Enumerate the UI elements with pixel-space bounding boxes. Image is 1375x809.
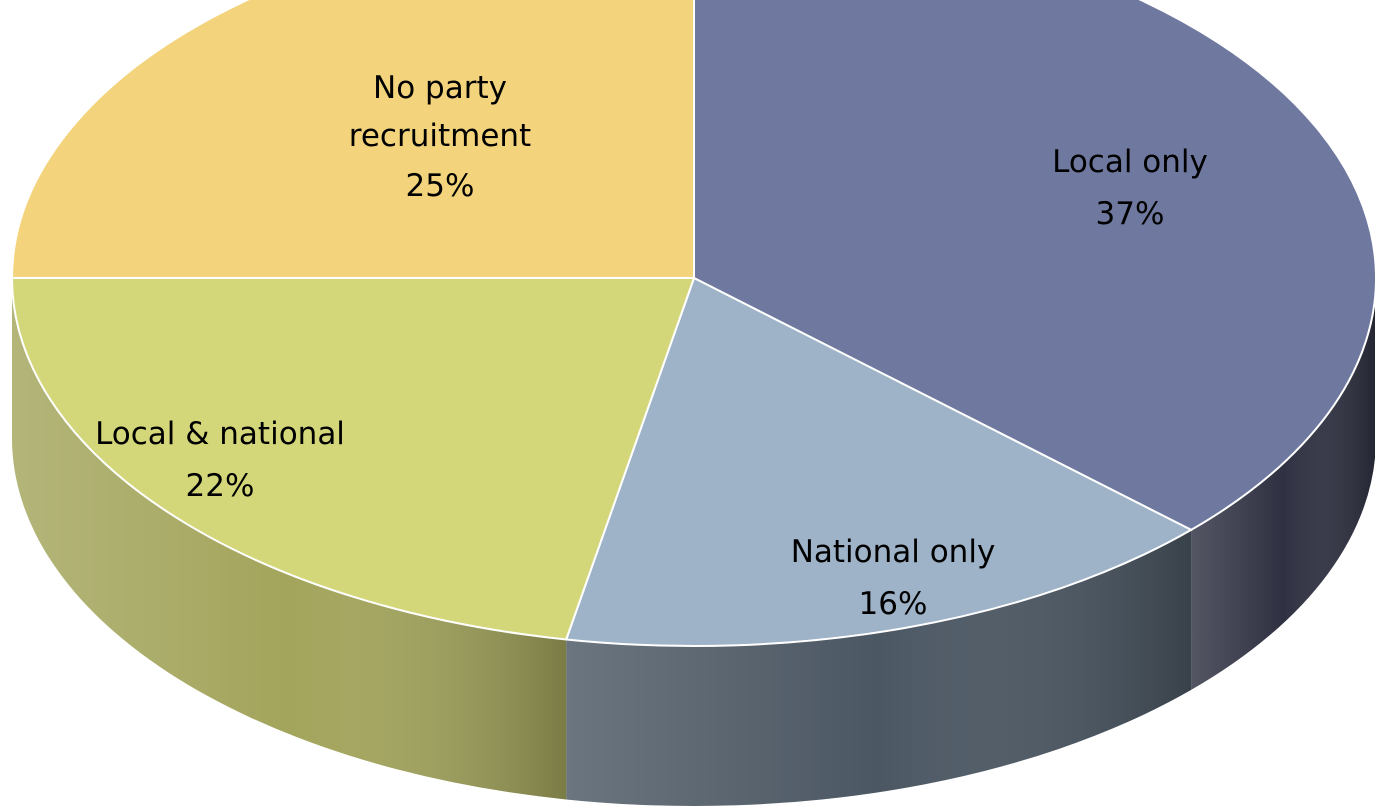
slice-label-no-party-recruitment: No party recruitment 25% <box>349 70 531 204</box>
slice-label-local-only-value: 37% <box>1096 196 1165 232</box>
slice-label-no-party-recruitment-name-line2: recruitment <box>349 118 531 154</box>
pie-tops <box>11 0 1375 648</box>
slice-no-party-recruitment <box>11 0 695 279</box>
slice-side-shade-local-national <box>12 278 567 800</box>
slice-label-national-only-value: 16% <box>859 586 928 622</box>
slice-side-shade-national-only <box>566 529 1192 806</box>
slice-label-local-national-value: 22% <box>186 468 255 504</box>
slice-label-national-only-name: National only <box>791 534 996 570</box>
pie-sides <box>12 278 1375 806</box>
slice-label-no-party-recruitment-name-line1: No party <box>373 70 507 106</box>
slice-national-only <box>565 277 1193 648</box>
slice-label-no-party-recruitment-value: 25% <box>406 168 475 204</box>
slice-local-national <box>11 277 695 641</box>
slice-local-only <box>693 0 1375 531</box>
slice-label-local-only: Local only 37% <box>1052 144 1208 232</box>
slice-side-shade-local-only <box>1191 297 1375 690</box>
slice-label-local-only-name: Local only <box>1052 144 1208 180</box>
slice-label-national-only: National only 16% <box>791 534 996 622</box>
slice-label-local-national-name: Local & national <box>95 416 345 452</box>
slice-label-local-national: Local & national 22% <box>95 416 345 504</box>
